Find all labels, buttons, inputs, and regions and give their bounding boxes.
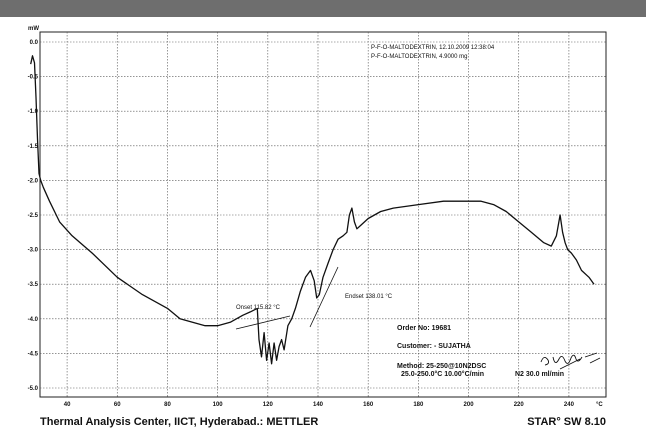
x-tick-label: 140 bbox=[313, 402, 324, 408]
x-tick-label: 200 bbox=[464, 402, 475, 408]
x-tick-label: 100 bbox=[213, 402, 224, 408]
endset-label: Endset 138.01 °C bbox=[345, 294, 393, 300]
y-tick-label: -3.0 bbox=[28, 248, 39, 254]
purge-gas: N2 30.0 ml/min bbox=[515, 371, 564, 378]
dsc-thermogram-sheet: 40 60 80 100 120 140 160 180 200 220 240 0.0 -0.5 -1… bbox=[0, 17, 646, 437]
customer-name: Customer: - SUJATHA bbox=[397, 343, 471, 350]
plot-frame bbox=[39, 31, 607, 398]
x-unit-label: °C bbox=[596, 402, 603, 408]
x-tick-label: 120 bbox=[263, 402, 274, 408]
endset-tangent bbox=[309, 266, 339, 328]
y-tick-label: -5.0 bbox=[28, 386, 39, 392]
onset-tangent bbox=[235, 315, 291, 330]
dsc-curve bbox=[30, 55, 595, 365]
order-number: Order No: 19681 bbox=[397, 325, 451, 332]
y-tick-label: -2.0 bbox=[28, 178, 39, 184]
y-tick-label: -2.5 bbox=[28, 213, 39, 219]
x-tick-label: 180 bbox=[413, 402, 424, 408]
x-tick-label: 160 bbox=[363, 402, 374, 408]
y-tick-label: -0.5 bbox=[28, 75, 39, 81]
y-tick-label: -4.0 bbox=[28, 317, 39, 323]
x-tick-label: 220 bbox=[514, 402, 525, 408]
x-tick-label: 40 bbox=[64, 402, 71, 408]
x-tick-label: 80 bbox=[164, 402, 171, 408]
y-tick-label: -4.5 bbox=[28, 351, 39, 357]
sample-header-line2: P-F-O-MALTODEXTRIN, 4.9000 mg bbox=[371, 54, 467, 60]
footer-software: STAR° SW 8.10 bbox=[527, 416, 606, 428]
x-tick-label: 240 bbox=[564, 402, 575, 408]
dsc-chart: 40 60 80 100 120 140 160 180 200 220 240 0.0 -0.5 -1… bbox=[28, 26, 607, 428]
x-tick-label: 60 bbox=[114, 402, 121, 408]
onset-label: Onset 115.82 °C bbox=[236, 305, 281, 311]
method-line1: Method: 25-250@10N2DSC bbox=[397, 363, 486, 370]
method-line2: 25.0-250.0°C 10.00°C/min bbox=[401, 370, 484, 378]
sample-header-line1: P-F-O-MALTODEXTRIN, 12.10.2009 12:38:04 bbox=[371, 45, 495, 51]
y-tick-label: -1.0 bbox=[28, 109, 39, 115]
footer-lab-name: Thermal Analysis Center, IICT, Hyderabad… bbox=[40, 416, 318, 428]
signature-scribble bbox=[540, 352, 601, 370]
y-tick-label: 0.0 bbox=[30, 40, 39, 46]
y-tick-label: -1.5 bbox=[28, 144, 39, 150]
y-unit-label: mW bbox=[28, 26, 39, 32]
y-tick-label: -3.5 bbox=[28, 282, 39, 288]
